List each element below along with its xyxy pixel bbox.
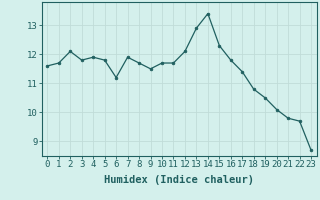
X-axis label: Humidex (Indice chaleur): Humidex (Indice chaleur) (104, 175, 254, 185)
